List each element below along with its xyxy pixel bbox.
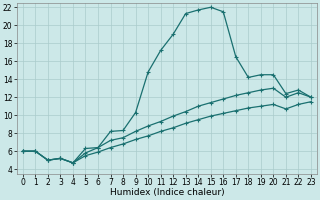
X-axis label: Humidex (Indice chaleur): Humidex (Indice chaleur) [109,188,224,197]
